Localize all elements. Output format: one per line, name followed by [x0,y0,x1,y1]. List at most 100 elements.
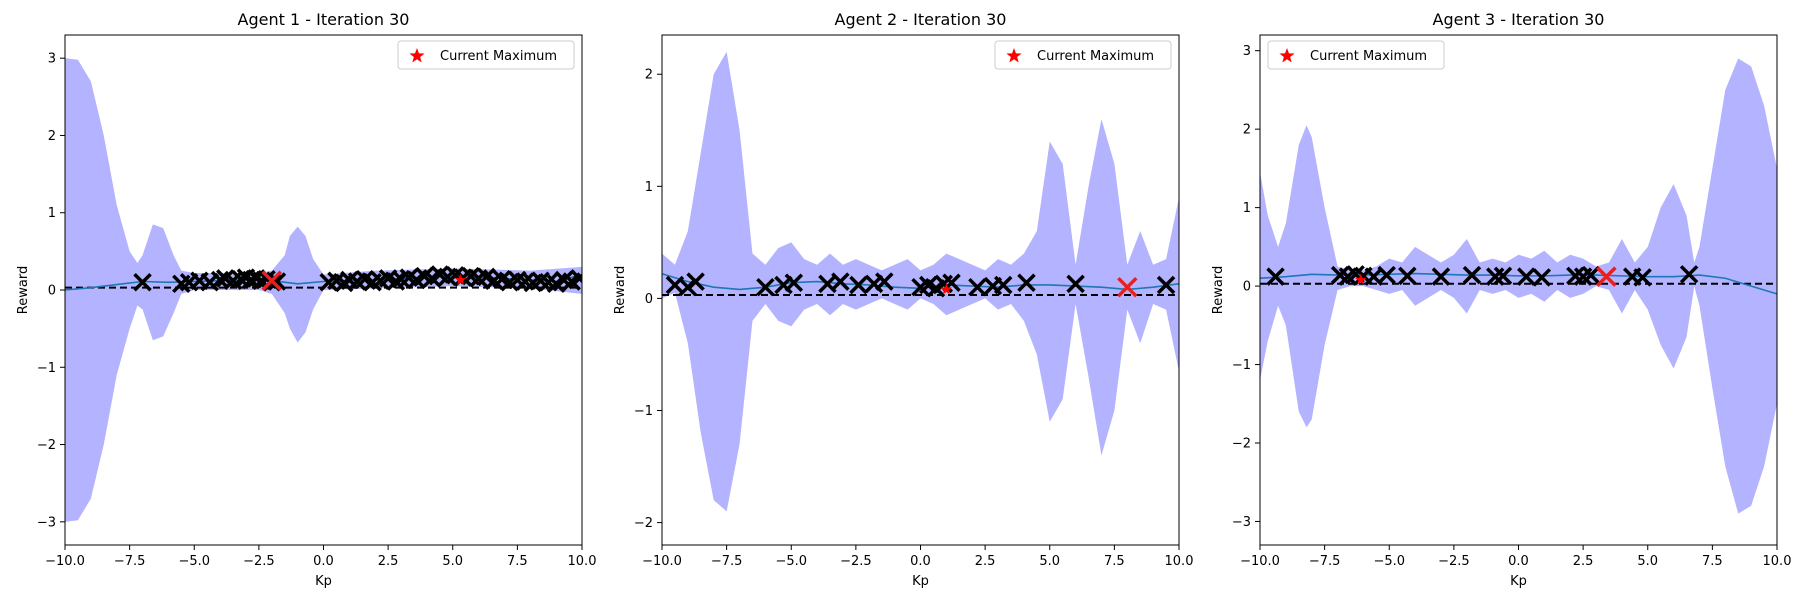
y-axis-label: Reward [1211,266,1226,314]
chart-title: Agent 3 - Iteration 30 [1433,10,1605,29]
sample-marker [1398,266,1417,286]
sample-marker [1156,275,1176,295]
sample-marker [133,273,152,292]
legend: Current Maximum [397,40,575,70]
legend-label: Current Maximum [440,49,557,64]
x-tick-label: −5.0 [775,554,807,569]
x-tick-label: 10.0 [568,554,597,569]
latest-sample-marker [1596,266,1617,287]
x-tick-label: 0.0 [1508,554,1529,569]
chart-title: Agent 1 - Iteration 30 [238,10,410,29]
sample-marker [1266,267,1285,286]
current-maximum-marker [454,273,467,285]
x-tick-label: 5.0 [1637,554,1658,569]
x-tick-label: 7.5 [1104,554,1125,569]
chart-title: Agent 2 - Iteration 30 [835,10,1007,29]
y-tick-label: −2 [634,516,653,531]
x-axis-label: Kp [1510,574,1527,589]
x-tick-label: 0.0 [313,554,334,569]
legend-box [397,40,575,70]
y-tick-label: 1 [1243,201,1251,216]
x-tick-label: 7.5 [507,554,528,569]
x-tick-label: −10.0 [45,554,85,569]
legend-box [994,40,1172,70]
y-tick-label: 0 [1243,280,1251,295]
sample-marker [968,277,987,297]
y-tick-label: −1 [1232,358,1251,373]
x-axis-label: Kp [912,574,929,589]
confidence-band [65,58,582,522]
plot-area [1260,58,1777,514]
sample-marker [1517,267,1536,286]
y-tick-label: 0 [645,292,653,307]
y-tick-label: 1 [48,206,56,221]
y-axis-label: Reward [613,266,628,314]
x-tick-label: 2.5 [1573,554,1594,569]
confidence-band [662,51,1179,512]
legend-box [1267,40,1445,70]
legend-star-icon [1006,48,1022,63]
sample-marker [1462,265,1482,285]
y-tick-label: −3 [37,515,56,530]
y-tick-label: 1 [645,180,653,195]
legend-label: Current Maximum [1310,49,1427,64]
sample-marker [1581,265,1601,285]
plot-area [65,58,582,522]
x-tick-label: 10.0 [1165,554,1194,569]
y-tick-label: −1 [634,404,653,419]
x-tick-label: −2.5 [840,554,872,569]
x-tick-label: −2.5 [1438,554,1470,569]
latest-sample-marker [261,270,283,291]
y-tick-label: 2 [1243,123,1251,138]
x-tick-label: 2.5 [378,554,399,569]
legend-star-icon [409,48,425,63]
agent-2-panel: −10.0 −7.5 −5.0 −2.5 0.0 2.5 5.0 7.5 10.0 −2 −1 0 1 2… [613,10,1193,589]
latest-sample-marker [1117,276,1138,298]
agent-1-panel: −10.0 −7.5 −5.0 −2.5 0.0 2.5 5.0 7.5 10.0 −3 −2 −1 0… [16,10,596,589]
x-tick-label: −10.0 [1240,554,1280,569]
y-tick-label: −1 [37,361,56,376]
legend: Current Maximum [994,40,1172,70]
x-tick-label: −5.0 [1373,554,1405,569]
sample-marker [1377,265,1396,285]
sample-marker [1431,267,1451,286]
y-tick-label: 2 [645,68,653,83]
current-maximum-marker [940,283,953,295]
sample-marker [784,273,804,292]
x-tick-label: 0.0 [910,554,931,569]
y-tick-label: −2 [1232,437,1251,452]
x-tick-label: −7.5 [1309,554,1341,569]
x-tick-label: −10.0 [642,554,682,569]
agent-3-panel: −10.0 −7.5 −5.0 −2.5 0.0 2.5 5.0 7.5 10.0 −3 −2 −1 0… [1211,10,1791,589]
x-tick-label: −5.0 [178,554,210,569]
sample-marker [1633,268,1652,287]
plot-area [662,51,1179,512]
sample-marker [686,272,705,291]
sample-marker [1532,268,1552,287]
sample-marker [849,275,868,295]
legend-star-icon [1279,48,1295,63]
sample-marker [1679,265,1699,284]
sample-marker [570,269,582,288]
y-tick-label: 2 [48,129,56,144]
y-tick-label: −2 [37,438,56,453]
sample-marker [875,272,894,291]
sample-marker [267,272,287,291]
sample-marker [1066,274,1085,294]
x-tick-label: −7.5 [711,554,743,569]
x-tick-label: 7.5 [1702,554,1723,569]
legend-label: Current Maximum [1037,49,1154,64]
legend: Current Maximum [1267,40,1445,70]
y-axis-label: Reward [16,266,31,314]
confidence-band [1260,58,1777,514]
y-tick-label: 0 [48,284,56,299]
sample-marker [1017,273,1036,292]
sample-marker [993,275,1013,295]
sample-marker [1493,266,1513,286]
sample-marker [831,272,850,291]
y-tick-label: 3 [48,52,56,67]
x-tick-label: 2.5 [975,554,996,569]
x-tick-label: 5.0 [442,554,463,569]
current-maximum-marker [1355,273,1367,285]
